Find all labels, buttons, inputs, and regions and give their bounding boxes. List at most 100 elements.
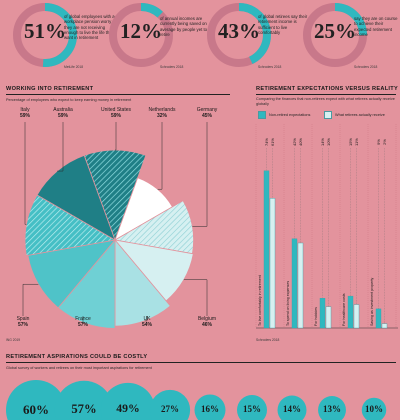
bar-category-label: To spend on living expenses bbox=[286, 281, 290, 326]
pie-leader-line bbox=[157, 122, 163, 190]
aspiration-percent: 13% bbox=[323, 404, 341, 415]
pie-leader-line bbox=[82, 316, 85, 324]
stat-description: of annual incomes are currently being sa… bbox=[160, 16, 208, 37]
stat-description: say they are on course to achieve their … bbox=[354, 16, 398, 37]
pie-label-germany: Germany 45% bbox=[190, 107, 224, 119]
bar bbox=[347, 295, 354, 329]
bar-category-label: For hobbies bbox=[314, 307, 318, 326]
bar-gridlines bbox=[255, 124, 398, 329]
bar-value-label: 2% bbox=[382, 139, 387, 145]
pie-leader-line bbox=[24, 122, 27, 225]
pie-leader-line bbox=[183, 279, 208, 316]
pie-leader-line bbox=[192, 122, 208, 227]
pie-label-uk: UK 54% bbox=[132, 316, 162, 328]
aspiration-percent: 27% bbox=[161, 404, 179, 415]
aspiration-bubble bbox=[277, 395, 307, 420]
stat-percent: 12% bbox=[120, 19, 162, 43]
pie-label-united-states: United States 59% bbox=[94, 107, 138, 119]
aspiration-bubble bbox=[54, 380, 114, 420]
bar-value-label: 42% bbox=[292, 138, 297, 146]
legend-label: What retirees actually receive bbox=[335, 113, 385, 117]
bar bbox=[263, 170, 270, 329]
expectations-divider bbox=[256, 94, 396, 95]
country-name: Netherlands bbox=[148, 107, 176, 113]
bar-value-label: 9% bbox=[376, 139, 381, 145]
bar-value-label: 40% bbox=[298, 138, 303, 146]
country-value: 32% bbox=[156, 113, 167, 119]
stat-source: Schroders 2018 bbox=[160, 65, 184, 69]
country-name: Spain bbox=[16, 316, 30, 322]
country-name: United States bbox=[100, 107, 132, 113]
aspiration-bubble bbox=[194, 394, 226, 420]
stat-source: Schroders 2018 bbox=[354, 65, 378, 69]
expectations-subtitle: Comparing the finances that non-retirees… bbox=[256, 97, 395, 106]
bar-category-label: To live comfortably in retirement bbox=[258, 275, 262, 326]
pie-leader-line bbox=[115, 122, 117, 151]
stat-percent: 51% bbox=[24, 19, 66, 43]
legend-expectations: Non-retired expectations bbox=[258, 111, 310, 119]
pie-label-italy: Italy 59% bbox=[8, 107, 42, 119]
bar bbox=[381, 323, 388, 329]
bar-marks: 74% 61% To live comfortably in retirement 4… bbox=[258, 138, 388, 329]
expectations-title: RETIREMENT EXPECTATIONS VERSUS REALITY bbox=[256, 86, 399, 92]
aspiration-bubble bbox=[149, 389, 191, 420]
pie-leader-line bbox=[57, 122, 64, 172]
country-value: 59% bbox=[19, 113, 30, 119]
pie-label-belgium: Belgium 46% bbox=[190, 316, 224, 328]
expectations-source: Schroders 2018 bbox=[256, 338, 280, 342]
aspiration-bubble bbox=[237, 395, 267, 420]
aspiration-percent: 49% bbox=[116, 402, 140, 416]
legend-swatch bbox=[324, 111, 332, 119]
stat-description: of global employees with a workplace pen… bbox=[64, 14, 115, 41]
working-divider bbox=[6, 94, 230, 95]
pie-slices bbox=[24, 149, 194, 329]
stat-percent: 25% bbox=[314, 19, 356, 43]
country-name: Australia bbox=[53, 107, 73, 113]
pie-leader-line bbox=[22, 283, 39, 316]
aspiration-percent: 16% bbox=[201, 404, 219, 415]
aspiration-percent: 14% bbox=[283, 404, 301, 415]
aspirations-subtitle: Global survey of workers and retirees on… bbox=[6, 366, 152, 370]
bar-chart: 74% 61% To live comfortably in retirement 4… bbox=[255, 124, 398, 329]
country-value: 54% bbox=[141, 322, 152, 328]
working-title: WORKING INTO RETIREMENT bbox=[6, 86, 94, 92]
bar bbox=[375, 308, 382, 329]
bar-value-label: 61% bbox=[270, 138, 275, 146]
bar-value-label: 15% bbox=[348, 138, 353, 146]
bar-value-label: 11% bbox=[354, 138, 359, 146]
pie-chart bbox=[22, 122, 208, 329]
aspiration-bubble bbox=[361, 397, 387, 420]
stat-donut bbox=[207, 3, 271, 67]
country-name: UK bbox=[143, 316, 151, 322]
country-name: Italy bbox=[20, 107, 30, 113]
stat-source: MetLife 2018 bbox=[64, 65, 84, 69]
aspirations-title: RETIREMENT ASPIRATIONS COULD BE COSTLY bbox=[6, 354, 148, 360]
bar bbox=[325, 306, 332, 329]
stat-source: Schroders 2018 bbox=[258, 65, 282, 69]
country-value: 59% bbox=[110, 113, 121, 119]
country-name: Germany bbox=[196, 107, 218, 113]
pie-leaders bbox=[22, 122, 208, 324]
stat-percent: 43% bbox=[218, 19, 260, 43]
bar-category-label: Saving as investment property bbox=[370, 277, 374, 326]
legend-swatch bbox=[258, 111, 266, 119]
country-name: France bbox=[75, 316, 91, 322]
stat-donut bbox=[109, 3, 173, 67]
aspiration-bubble bbox=[318, 396, 346, 420]
country-value: 46% bbox=[201, 322, 212, 328]
country-name: Belgium bbox=[197, 316, 217, 322]
pie-label-spain: Spain 57% bbox=[8, 316, 38, 328]
country-value: 57% bbox=[17, 322, 28, 328]
bar-value-label: 74% bbox=[264, 138, 269, 146]
bar-value-label: 14% bbox=[320, 138, 325, 146]
pie-label-australia: Australia 59% bbox=[46, 107, 80, 119]
aspiration-percent: 57% bbox=[71, 401, 97, 416]
legend-label: Non-retired expectations bbox=[269, 113, 311, 117]
stat-donut bbox=[303, 3, 367, 67]
aspiration-percent: 10% bbox=[365, 404, 383, 415]
stat-description: of global retirees say their retirement … bbox=[258, 14, 308, 35]
aspiration-bubble bbox=[6, 380, 66, 420]
country-value: 45% bbox=[201, 113, 212, 119]
aspiration-bubble bbox=[100, 382, 156, 420]
bar bbox=[291, 238, 298, 329]
